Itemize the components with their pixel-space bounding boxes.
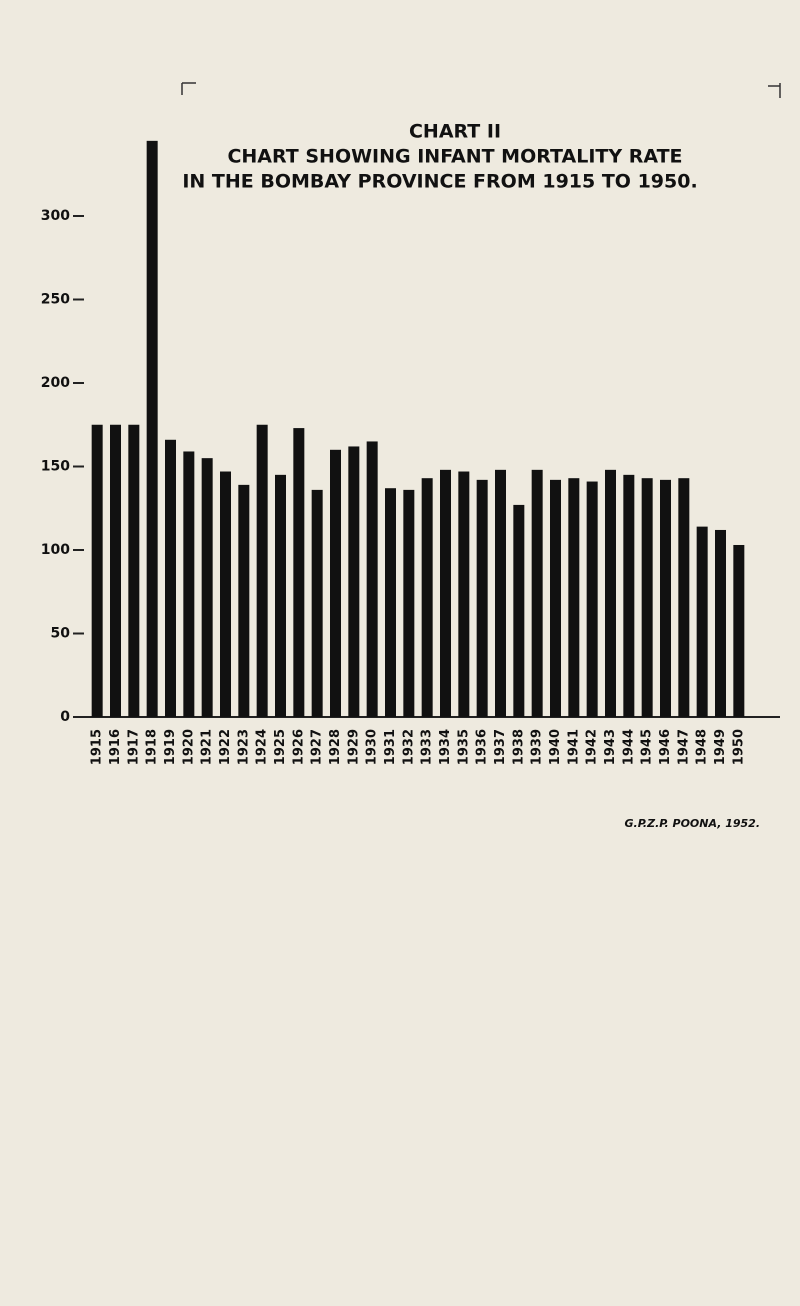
bar xyxy=(733,544,745,717)
bar xyxy=(495,469,506,717)
y-tick-label: 100 xyxy=(41,542,70,558)
y-tick-label: 0 xyxy=(60,709,70,725)
x-tick-label: 1945 xyxy=(640,729,655,765)
bar xyxy=(605,469,616,717)
bar xyxy=(513,504,525,717)
bar xyxy=(421,478,433,717)
x-tick-label: 1926 xyxy=(291,729,306,765)
x-tick-label: 1932 xyxy=(401,729,416,765)
x-tick-label: 1917 xyxy=(126,729,141,765)
x-tick-label: 1940 xyxy=(548,729,563,765)
bar xyxy=(458,471,470,717)
bar xyxy=(128,424,140,717)
bar xyxy=(330,449,341,717)
x-tick-label: 1930 xyxy=(365,729,380,765)
x-tick-label: 1920 xyxy=(181,729,196,765)
bar xyxy=(476,479,488,717)
bar xyxy=(641,478,653,717)
x-tick-label: 1934 xyxy=(438,729,453,765)
bar xyxy=(238,484,250,717)
x-tick-label: 1944 xyxy=(621,729,636,765)
bar xyxy=(660,479,671,717)
x-tick-label: 1923 xyxy=(236,729,251,765)
bar xyxy=(220,471,231,717)
x-tick-label: 1942 xyxy=(585,729,600,765)
x-tick-label: 1938 xyxy=(511,729,526,765)
bar xyxy=(146,140,158,718)
bar xyxy=(678,478,690,717)
bar xyxy=(586,481,598,717)
x-tick-label: 1927 xyxy=(310,729,325,765)
bar xyxy=(110,424,121,717)
x-tick-label: 1929 xyxy=(346,729,361,765)
bar xyxy=(165,439,176,717)
bar xyxy=(440,469,451,717)
y-tick-label: 250 xyxy=(41,292,70,308)
x-tick-label: 1916 xyxy=(108,729,123,765)
x-tick-label: 1915 xyxy=(90,729,105,765)
x-tick-label: 1937 xyxy=(493,729,508,765)
x-tick-label: 1924 xyxy=(255,729,270,765)
bar xyxy=(568,478,580,717)
bar xyxy=(366,441,378,717)
x-tick-label: 1928 xyxy=(328,729,343,765)
x-tick-label: 1921 xyxy=(200,729,215,765)
x-tick-label: 1948 xyxy=(695,729,710,765)
bar xyxy=(201,458,213,717)
x-tick-label: 1950 xyxy=(731,729,746,765)
bar xyxy=(696,526,708,717)
footer: G.P.Z.P. POONA, 1952. xyxy=(625,817,761,830)
y-tick-label: 150 xyxy=(41,459,70,475)
x-tick-label: 1949 xyxy=(713,729,728,765)
bar xyxy=(311,489,323,717)
x-tick-label: 1941 xyxy=(566,729,581,765)
bar xyxy=(275,474,286,717)
y-tick-label: 200 xyxy=(41,375,70,391)
x-tick-label: 1936 xyxy=(475,729,490,765)
bar xyxy=(91,424,103,717)
x-tick-label: 1933 xyxy=(420,729,435,765)
bar xyxy=(385,488,396,717)
bar xyxy=(293,428,305,717)
x-tick-label: 1947 xyxy=(676,729,691,765)
chart-title: CHART SHOWING INFANT MORTALITY RATE xyxy=(227,146,682,168)
bar xyxy=(550,479,561,717)
x-tick-label: 1931 xyxy=(383,729,398,765)
x-tick-label: 1918 xyxy=(145,729,160,765)
chart-label: CHART II xyxy=(409,121,501,143)
x-tick-label: 1939 xyxy=(530,729,545,765)
bar xyxy=(183,451,195,717)
crop-marks xyxy=(181,82,781,98)
y-tick-label: 50 xyxy=(51,626,71,642)
chart-subtitle: IN THE BOMBAY PROVINCE FROM 1915 TO 1950… xyxy=(182,171,697,193)
x-tick-label: 1922 xyxy=(218,729,233,765)
bar xyxy=(256,424,268,717)
bar xyxy=(348,446,360,717)
bar xyxy=(715,529,726,717)
x-tick-label: 1935 xyxy=(456,729,471,765)
x-tick-label: 1925 xyxy=(273,729,288,765)
y-tick-label: 300 xyxy=(41,208,70,224)
x-tick-label: 1919 xyxy=(163,729,178,765)
bar xyxy=(403,489,415,717)
x-tick-label: 1946 xyxy=(658,729,673,765)
bar xyxy=(623,474,635,717)
x-tick-label: 1943 xyxy=(603,729,618,765)
bar xyxy=(531,469,543,717)
